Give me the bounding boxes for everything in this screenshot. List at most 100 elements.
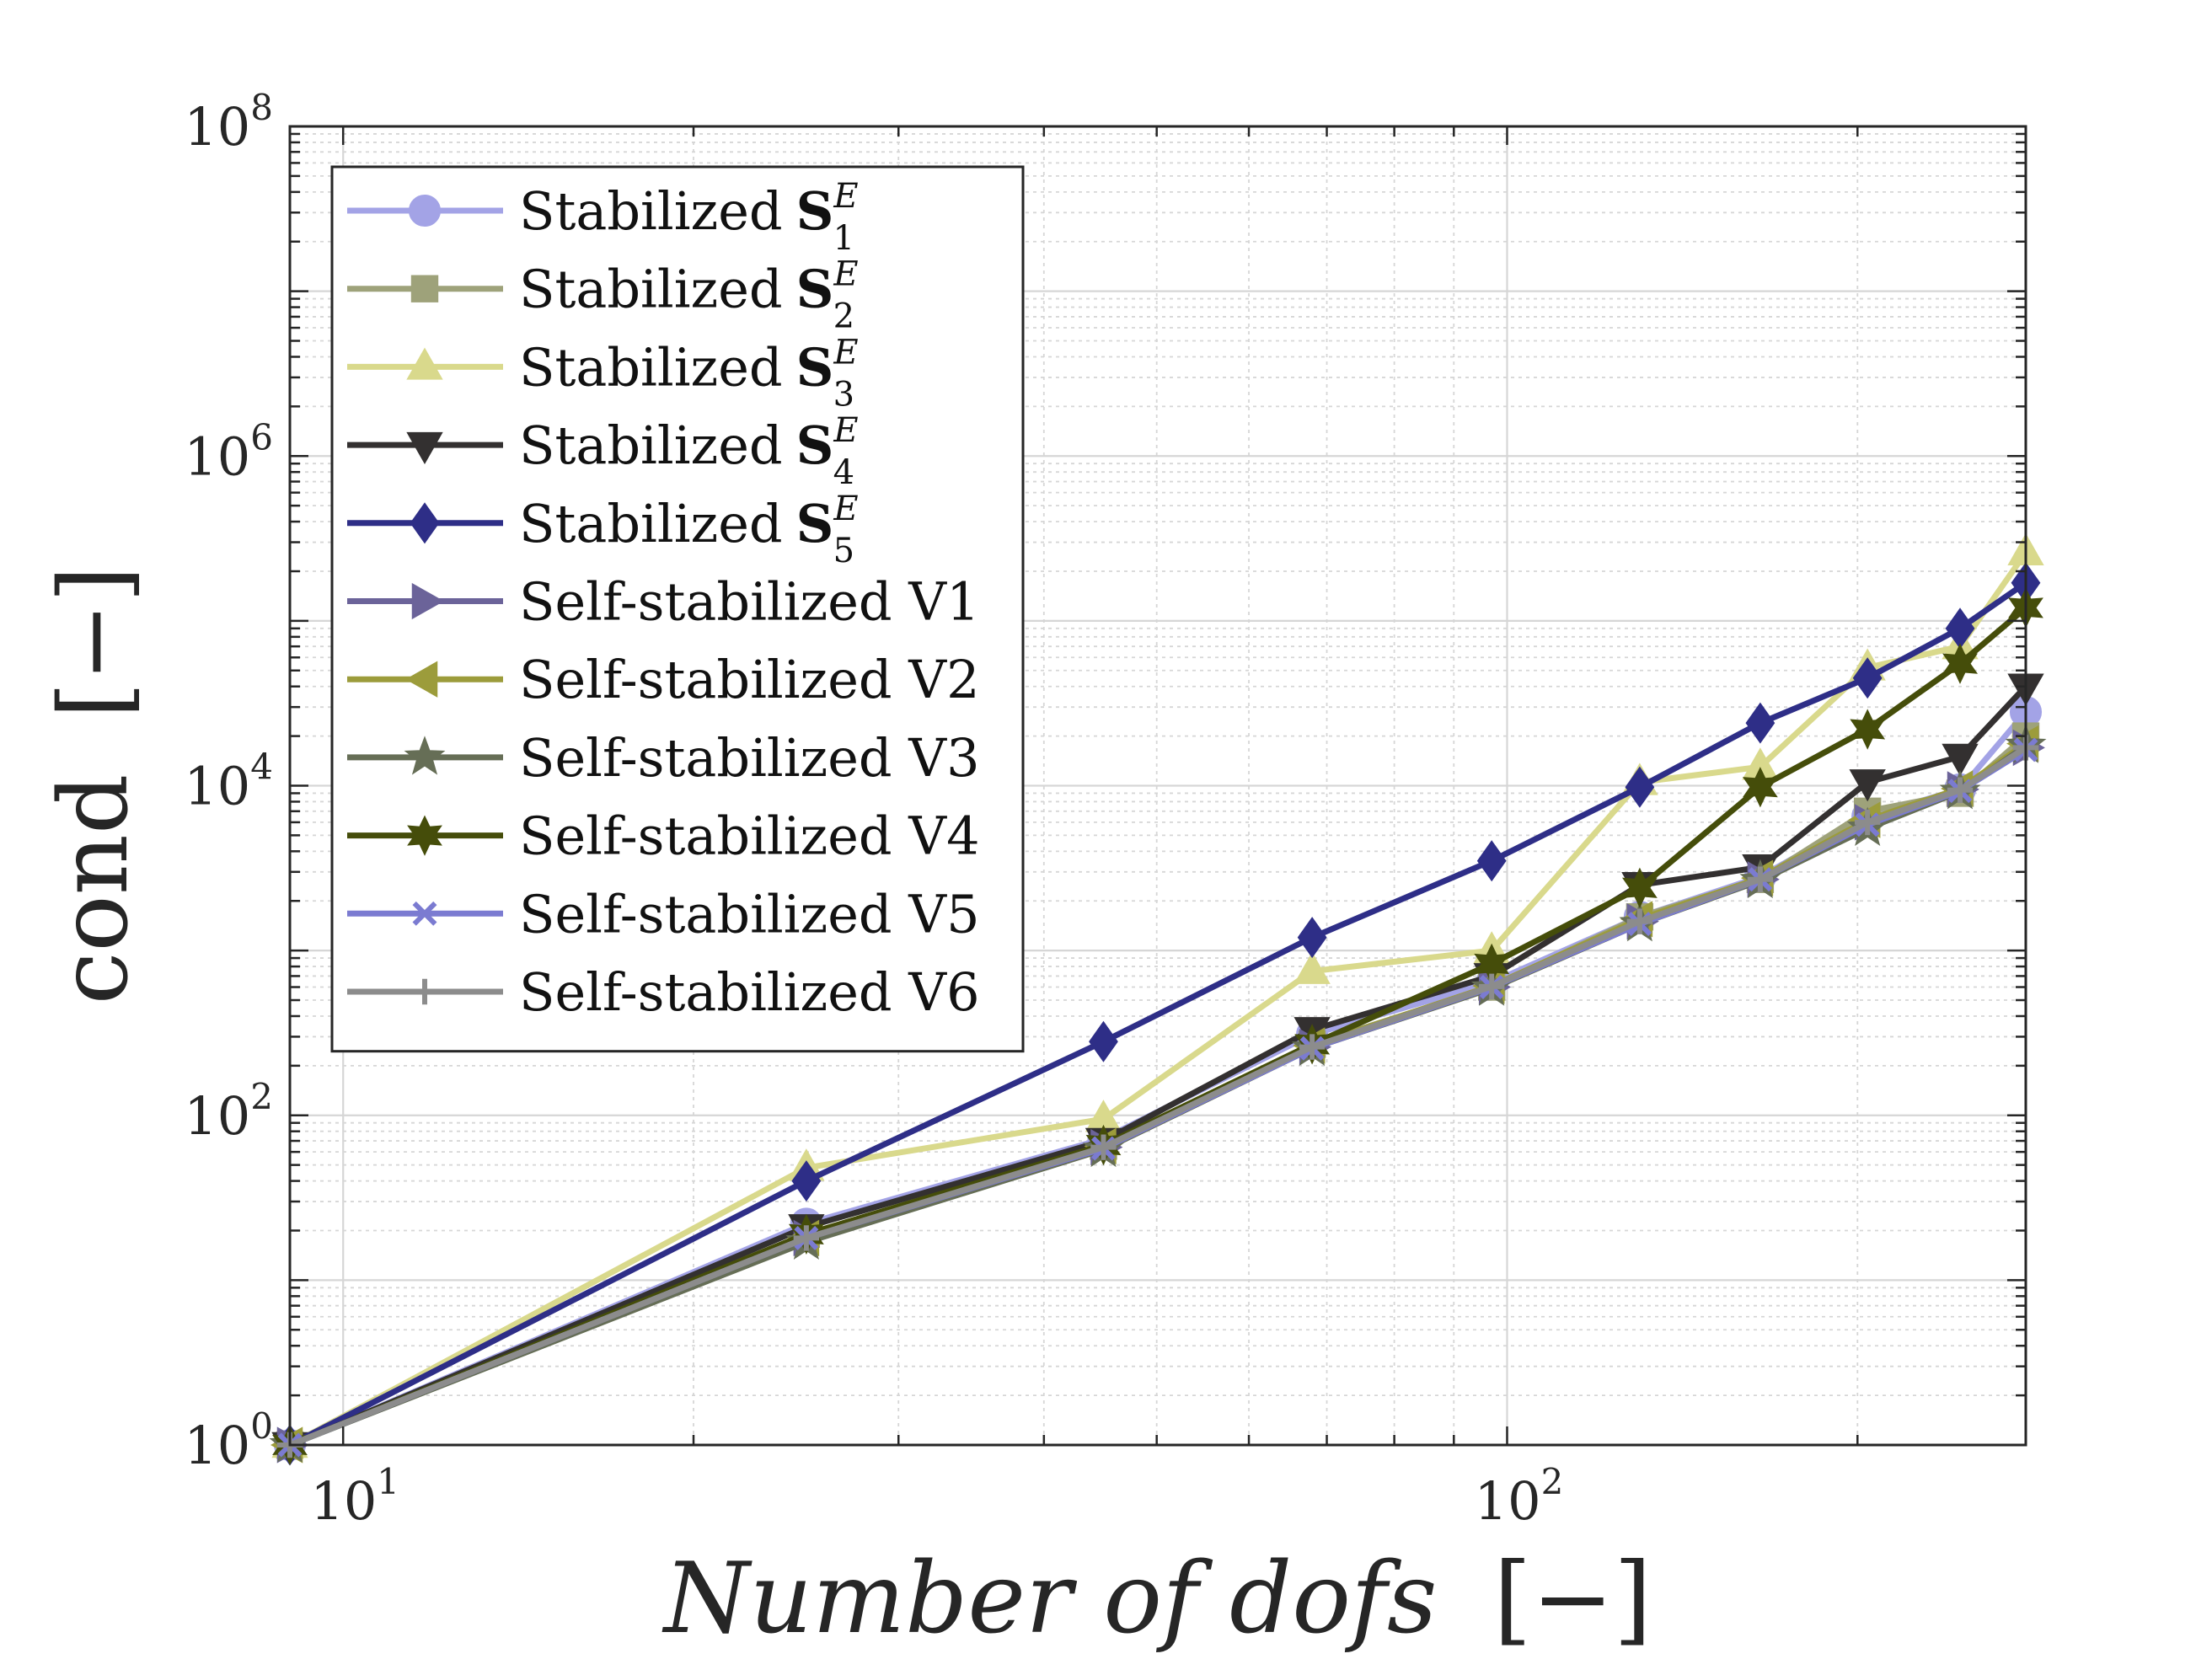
series-line [288, 745, 2027, 1448]
legend-label-text: Self-stabilized V4 [519, 805, 980, 867]
legend-marker [406, 347, 443, 380]
tick-exponent: 2 [1541, 1461, 1564, 1502]
data-point [1625, 766, 1655, 808]
legend-label-math: S [796, 180, 834, 242]
data-point [1849, 769, 1886, 802]
data-point [1479, 973, 1505, 1000]
legend-label: Self-stabilized V4 [519, 805, 980, 867]
legend-marker [408, 194, 442, 227]
axes [288, 125, 2027, 1447]
legend-entry: Stabilized SE 5 [347, 490, 859, 570]
legend-marker [405, 661, 438, 698]
legend-label-sub: 3 [833, 375, 854, 414]
legend-label-text: Stabilized [519, 493, 783, 554]
series-11 [276, 735, 2039, 1458]
legend-label-sup: E [833, 177, 858, 216]
x-axis-title-text: Number of dofs [661, 1542, 1438, 1656]
legend-label-math: S [796, 259, 834, 320]
tick-base: 10 [184, 96, 250, 158]
legend-label: Stabilized SE 2 [519, 255, 859, 336]
data-point [1947, 777, 1974, 803]
tick-exponent: 8 [250, 87, 273, 128]
y-axis-title-text: cond [40, 773, 149, 1004]
legend-label-sub: 5 [833, 532, 854, 570]
legend-label-text: Self-stabilized V2 [519, 649, 980, 710]
legend-label: Stabilized SE 5 [519, 490, 859, 570]
legend-label-sub: 1 [833, 219, 854, 258]
legend-label-text: Self-stabilized V5 [519, 883, 980, 945]
data-point [1742, 767, 1778, 808]
data-point [1747, 866, 1774, 892]
legend-label: Stabilized SE 4 [519, 411, 859, 492]
data-point [1854, 809, 1881, 836]
tick-base: 10 [184, 425, 250, 487]
legend-label: Self-stabilized V6 [519, 961, 980, 1023]
data-point [1476, 840, 1507, 882]
legend-marker [406, 431, 443, 465]
data-point [1942, 643, 1979, 684]
legend-label: Self-stabilized V3 [519, 727, 980, 789]
data-point [791, 1160, 822, 1202]
y-tick-label: 102 [184, 1076, 273, 1147]
data-point [1852, 657, 1883, 699]
series-line [288, 580, 2027, 1448]
legend-label-text: Self-stabilized V6 [519, 961, 980, 1023]
legend-label-sup: E [833, 411, 858, 450]
series-line [288, 684, 2028, 1448]
legend-label-sup: E [833, 490, 858, 528]
legend-marker [404, 736, 446, 775]
tick-exponent: 6 [250, 416, 273, 458]
x-axis-title: Number of dofs [−] [661, 1542, 1652, 1656]
legend-label-text: Self-stabilized V1 [519, 571, 980, 633]
legend-label-sup: E [833, 333, 858, 372]
legend-label-text: Stabilized [519, 180, 783, 242]
tick-base: 10 [184, 1085, 250, 1147]
data-point [1745, 702, 1775, 744]
data-point [1297, 917, 1327, 959]
series-line [288, 550, 2028, 1448]
tick-exponent: 2 [250, 1076, 273, 1117]
legend-entry: Self-stabilized V3 [347, 727, 980, 789]
legend-label-text: Stabilized [519, 336, 783, 398]
y-axis-unit: [−] [40, 566, 149, 719]
y-axis-title: cond [−] [40, 566, 149, 1005]
legend-label-text: Self-stabilized V3 [519, 727, 980, 789]
legend-entry: Self-stabilized V5 [347, 883, 980, 945]
x-tick-label: 101 [310, 1461, 399, 1532]
data-point [1850, 709, 1886, 750]
tick-exponent: 1 [377, 1461, 399, 1502]
data-point [1621, 867, 1658, 908]
tick-base: 10 [184, 1415, 250, 1476]
data-point [1090, 1134, 1117, 1160]
data-point [1089, 1020, 1118, 1062]
data-point [1299, 1034, 1326, 1060]
x-tick-label: 102 [1475, 1461, 1564, 1532]
legend-label-math: S [796, 415, 834, 476]
legend-marker [412, 901, 437, 926]
legend-label: Self-stabilized V2 [519, 649, 980, 710]
x-axis-unit: [−] [1493, 1542, 1652, 1656]
legend-box [330, 165, 1025, 1053]
y-tick-label: 108 [184, 87, 273, 158]
legend-entry: Stabilized SE 4 [347, 411, 859, 492]
legend-label-text: Stabilized [519, 259, 783, 320]
legend-label-sub: 4 [833, 453, 854, 492]
legend-entry: Self-stabilized V1 [347, 571, 980, 633]
tick-exponent: 0 [250, 1405, 273, 1447]
data-point [1626, 908, 1653, 934]
legend-marker [410, 502, 440, 544]
legend-entry: Self-stabilized V6 [347, 961, 980, 1023]
data-point [1293, 951, 1331, 984]
series-layer [269, 532, 2047, 1466]
legend-entry: Self-stabilized V2 [347, 649, 980, 710]
legend-entry: Stabilized SE 1 [347, 177, 859, 258]
tick-base: 10 [184, 756, 250, 817]
tick-base: 10 [310, 1470, 377, 1532]
tick-exponent: 4 [250, 747, 273, 788]
legend-entry: Self-stabilized V4 [347, 805, 980, 867]
legend-label-sub: 2 [833, 297, 854, 336]
legend-label-math: S [796, 493, 834, 554]
legend-label-sup: E [833, 255, 858, 294]
